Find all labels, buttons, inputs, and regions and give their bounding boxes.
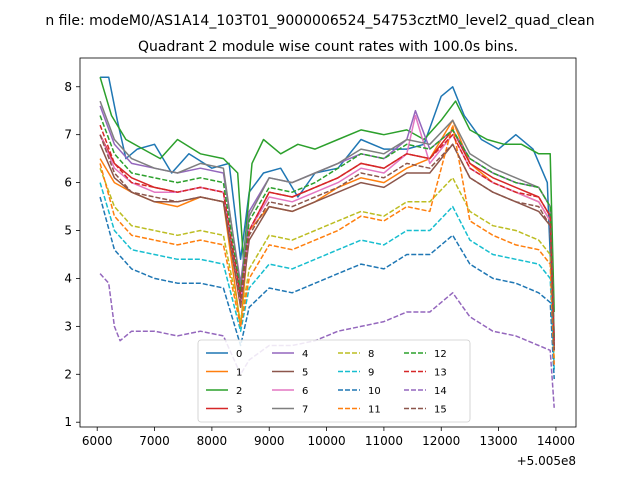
x-tick-label: 6000 (82, 434, 113, 448)
legend-box (197, 339, 471, 423)
legend-label-1: 1 (236, 368, 242, 379)
y-tick-label: 1 (64, 415, 72, 429)
x-tick-label: 10000 (307, 434, 345, 448)
y-tick-label: 5 (64, 224, 72, 238)
legend-label-2: 2 (236, 386, 242, 397)
x-offset-label: +5.005e8 (517, 454, 576, 468)
series-line-9 (99, 182, 555, 370)
y-tick-label: 3 (64, 319, 72, 333)
x-tick-label: 9000 (254, 434, 285, 448)
series-layer (99, 76, 555, 408)
series-line-13 (99, 124, 555, 346)
series-line-8 (99, 167, 555, 360)
y-tick-label: 4 (64, 271, 72, 285)
x-tick-label: 8000 (197, 434, 228, 448)
y-tick-label: 7 (64, 128, 72, 142)
legend-label-13: 13 (434, 368, 447, 379)
legend-label-12: 12 (434, 349, 447, 360)
legend-label-5: 5 (302, 368, 308, 379)
x-tick-label: 7000 (139, 434, 170, 448)
y-tick-label: 8 (64, 80, 72, 94)
legend-label-6: 6 (302, 386, 308, 397)
series-line-2 (99, 76, 555, 313)
legend-label-9: 9 (368, 368, 374, 379)
legend-label-8: 8 (368, 349, 374, 360)
figure-suptitle: n file: modeM0/AS1A14_103T01_9000006524_… (45, 13, 594, 29)
legend-label-15: 15 (434, 405, 447, 416)
series-line-0 (100, 76, 554, 327)
series-line-7 (99, 100, 555, 336)
series-line-15 (99, 134, 555, 351)
series-line-11 (99, 124, 555, 365)
legend-label-0: 0 (236, 349, 242, 360)
series-line-10 (99, 196, 555, 380)
x-tick-label: 12000 (422, 434, 460, 448)
y-tick-label: 2 (64, 367, 72, 381)
legend-label-4: 4 (302, 349, 308, 360)
axes-layer: 6000 7000 8000 9000 10000 11000 12000 13000 1400… (64, 80, 575, 448)
legend-label-7: 7 (302, 405, 308, 416)
x-tick-label: 11000 (365, 434, 403, 448)
legend-label-3: 3 (236, 405, 242, 416)
x-tick-label: 14000 (537, 434, 575, 448)
legend-label-11: 11 (368, 405, 381, 416)
x-tick-label: 13000 (479, 434, 517, 448)
legend-label-10: 10 (368, 386, 381, 397)
y-tick-label: 6 (64, 176, 72, 190)
legend-label-14: 14 (434, 386, 447, 397)
plot-frame (79, 57, 577, 428)
series-line-12 (99, 115, 555, 341)
chart-title: Quadrant 2 module wise count rates with … (138, 39, 518, 55)
